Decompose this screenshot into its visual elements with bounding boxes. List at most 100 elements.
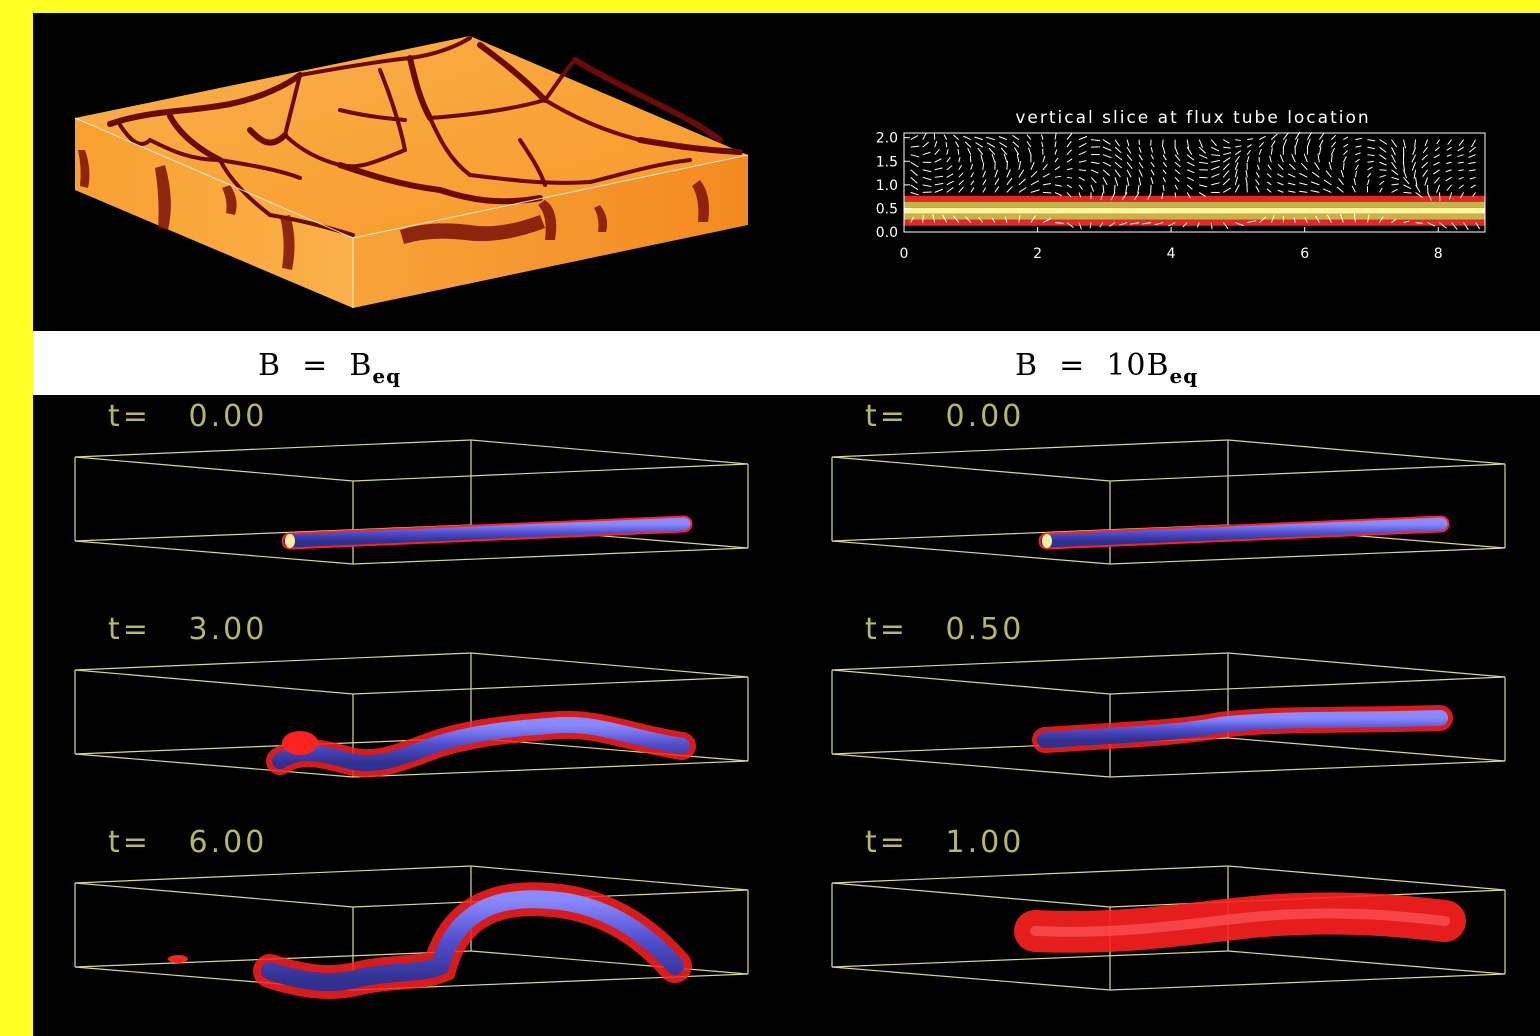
vector-251: [1235, 139, 1241, 142]
lane-17: [268, 213, 355, 237]
vector-372: [1403, 176, 1410, 185]
vector-212: [1186, 161, 1195, 167]
vector-391: [1422, 169, 1428, 177]
vector-323: [1331, 134, 1337, 140]
band-stripe-3: [904, 213, 1485, 220]
vector-130: [1078, 169, 1087, 172]
vector-366: [1391, 154, 1396, 163]
vector-263: [1255, 179, 1260, 186]
vector-36: [953, 215, 960, 223]
vector-22: [934, 167, 943, 171]
vector-190: [1161, 192, 1164, 200]
vector-86: [1016, 153, 1020, 163]
case-label-right: B = 10Beq: [1015, 348, 1199, 388]
vector-210: [1186, 176, 1194, 182]
vector-374: [1403, 162, 1405, 172]
vector-402: [1433, 154, 1440, 159]
vector-75: [1006, 169, 1011, 178]
vector-308: [1310, 181, 1320, 186]
vector-430: [1468, 146, 1476, 153]
vector-378: [1415, 222, 1423, 224]
vector-381: [1415, 177, 1418, 187]
vector-2: [910, 184, 919, 191]
vector-57: [982, 170, 986, 178]
case-label-band: [33, 331, 1540, 395]
vector-247: [1234, 162, 1239, 170]
vector-405: [1451, 222, 1458, 230]
vector-122: [1066, 158, 1073, 163]
vector-358: [1379, 146, 1387, 153]
vector-269: [1259, 135, 1266, 141]
y-tick-label-1: 1.5: [876, 154, 898, 170]
band-stripe-4: [904, 219, 1485, 226]
vector-187: [1150, 147, 1154, 153]
vector-17: [922, 132, 927, 140]
vector-403: [1434, 146, 1440, 152]
vector-243: [1235, 222, 1244, 227]
vector-311: [1317, 153, 1320, 163]
vector-301: [1300, 162, 1308, 171]
vector-304: [1306, 138, 1311, 148]
vector-357: [1379, 154, 1387, 160]
vector-54: [978, 216, 984, 223]
vector-23: [934, 158, 942, 163]
vector-259: [1247, 144, 1252, 148]
vector-149: [1102, 161, 1112, 167]
vector-146: [1102, 184, 1105, 194]
vector-238: [1222, 163, 1230, 171]
vector-138: [1090, 176, 1097, 184]
streak-5: [538, 200, 557, 240]
vector-129: [1078, 176, 1085, 181]
streak-3: [280, 215, 295, 270]
vector-59: [980, 154, 984, 163]
vector-29: [946, 180, 954, 186]
lane-9: [572, 57, 663, 108]
lane-20: [338, 148, 407, 169]
vector-83: [1018, 178, 1026, 186]
vector-184: [1150, 169, 1155, 176]
vector-194: [1162, 161, 1168, 168]
vector-47: [970, 180, 975, 186]
vector-262: [1255, 185, 1260, 193]
vector-102: [1042, 173, 1050, 178]
vector-281: [1277, 182, 1284, 186]
vector-192: [1162, 177, 1167, 183]
vector-126: [1078, 222, 1082, 230]
vector-127: [1078, 192, 1082, 198]
vector-350: [1367, 139, 1376, 142]
lane-14: [588, 158, 692, 184]
vector-287: [1282, 132, 1290, 140]
vector-164: [1125, 184, 1128, 194]
vector-393: [1421, 154, 1428, 161]
vector-346: [1367, 166, 1373, 171]
vector-318: [1325, 170, 1332, 178]
vector-336: [1354, 170, 1357, 178]
vector-131: [1078, 160, 1087, 163]
vector-383: [1411, 162, 1417, 171]
vector-382: [1413, 169, 1417, 179]
vector-261: [1258, 216, 1267, 223]
vector-401: [1433, 161, 1440, 166]
vector-64: [994, 186, 1000, 193]
vector-325: [1336, 186, 1344, 193]
vector-198: [1168, 222, 1176, 227]
vector-386: [1414, 139, 1417, 148]
vector-412: [1446, 146, 1452, 151]
vector-293: [1291, 154, 1296, 163]
vector-77: [1003, 153, 1008, 163]
vector-53: [963, 135, 971, 141]
vector-93: [1030, 170, 1038, 178]
vector-44: [953, 134, 960, 140]
vector-227: [1211, 182, 1220, 186]
vector-315: [1327, 214, 1332, 223]
vector-353: [1379, 180, 1385, 186]
vector-224: [1198, 139, 1204, 148]
vector-384: [1411, 154, 1416, 163]
band-stripe-0: [904, 195, 1485, 202]
vector-225: [1210, 222, 1213, 230]
vector-114: [1054, 149, 1058, 155]
vector-181: [1147, 192, 1152, 200]
vector-115: [1054, 141, 1057, 148]
vector-283: [1277, 163, 1284, 171]
vector-312: [1318, 146, 1322, 155]
